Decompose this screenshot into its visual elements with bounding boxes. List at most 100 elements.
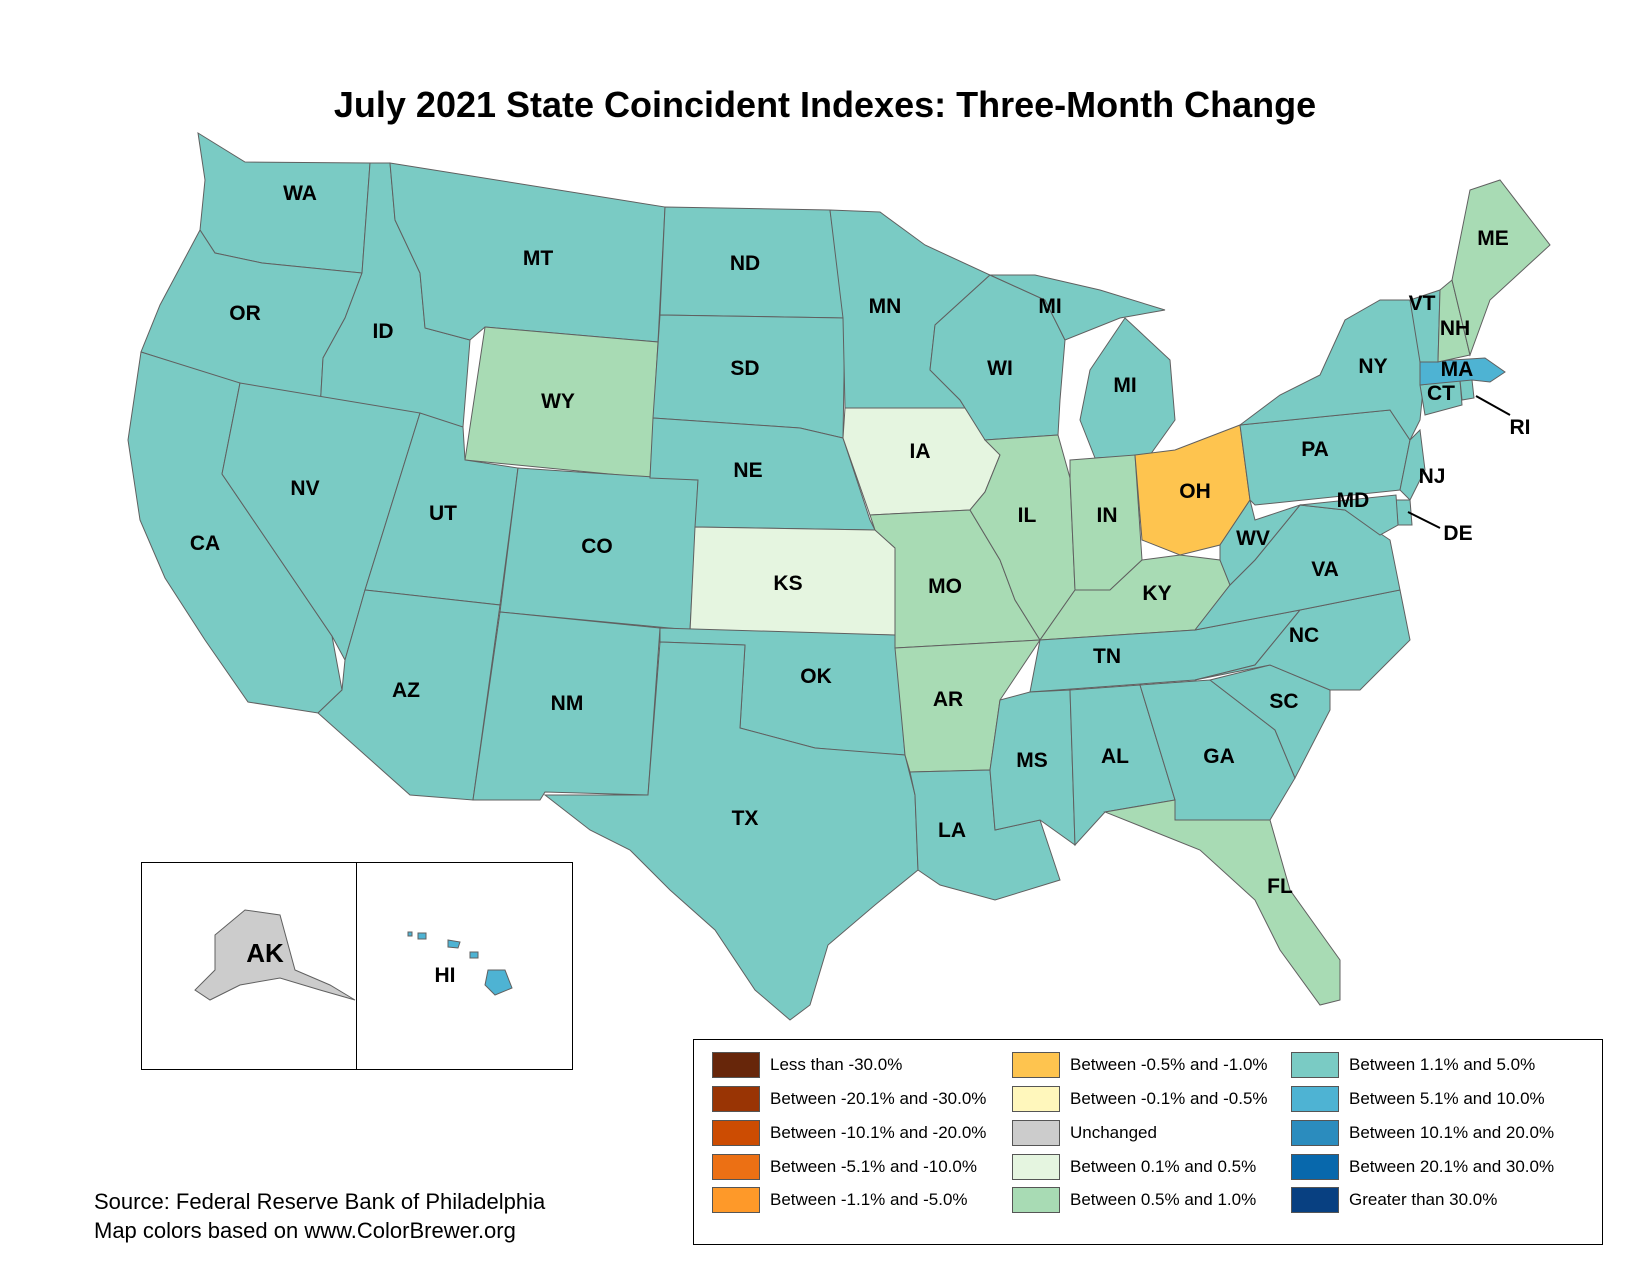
label-wv: WV bbox=[1236, 527, 1270, 550]
label-mi-lower: MI bbox=[1113, 374, 1136, 397]
legend-swatch bbox=[1012, 1154, 1060, 1180]
state-md[interactable] bbox=[1299, 494, 1399, 536]
state-ak[interactable] bbox=[194, 909, 356, 1001]
legend-item: Unchanged bbox=[1012, 1120, 1157, 1146]
legend-label: Between -20.1% and -30.0% bbox=[770, 1089, 987, 1108]
state-mi-lower[interactable] bbox=[1079, 317, 1176, 459]
label-fl: FL bbox=[1267, 875, 1293, 898]
label-wi: WI bbox=[987, 357, 1013, 380]
legend: Less than -30.0% Between -20.1% and -30.0… bbox=[693, 1039, 1603, 1245]
state-nc[interactable] bbox=[1194, 589, 1411, 691]
label-ky: KY bbox=[1142, 582, 1171, 605]
label-mo: MO bbox=[928, 575, 962, 598]
legend-swatch bbox=[1291, 1120, 1339, 1146]
label-al: AL bbox=[1101, 745, 1129, 768]
legend-item: Between -1.1% and -5.0% bbox=[712, 1187, 968, 1213]
legend-item: Between 5.1% and 10.0% bbox=[1291, 1086, 1545, 1112]
legend-label: Between -0.5% and -1.0% bbox=[1070, 1055, 1268, 1074]
legend-label: Between 0.1% and 0.5% bbox=[1070, 1157, 1257, 1176]
legend-item: Between 1.1% and 5.0% bbox=[1291, 1052, 1535, 1078]
label-va: VA bbox=[1311, 558, 1339, 581]
label-nd: ND bbox=[730, 252, 760, 275]
label-nj: NJ bbox=[1419, 465, 1446, 488]
label-md: MD bbox=[1337, 489, 1370, 512]
label-me: ME bbox=[1477, 227, 1509, 250]
legend-swatch bbox=[712, 1052, 760, 1078]
state-ma[interactable] bbox=[1419, 357, 1506, 386]
label-az: AZ bbox=[392, 679, 420, 702]
legend-swatch bbox=[1012, 1086, 1060, 1112]
label-sc: SC bbox=[1269, 690, 1298, 713]
state-hi[interactable] bbox=[407, 931, 513, 996]
state-ri[interactable] bbox=[1459, 379, 1475, 401]
label-nc: NC bbox=[1289, 624, 1319, 647]
legend-item: Between 20.1% and 30.0% bbox=[1291, 1154, 1554, 1180]
map-title: July 2021 State Coincident Indexes: Thre… bbox=[333, 84, 1317, 125]
label-la: LA bbox=[938, 819, 966, 842]
legend-swatch bbox=[712, 1154, 760, 1180]
label-ny: NY bbox=[1358, 355, 1387, 378]
label-ca: CA bbox=[190, 532, 220, 555]
label-vt: VT bbox=[1409, 292, 1436, 315]
label-oh: OH bbox=[1179, 480, 1211, 503]
legend-item: Between -10.1% and -20.0% bbox=[712, 1120, 986, 1146]
legend-swatch bbox=[1012, 1052, 1060, 1078]
legend-label: Between -1.1% and -5.0% bbox=[770, 1190, 968, 1209]
legend-item: Between -0.1% and -0.5% bbox=[1012, 1086, 1268, 1112]
legend-label: Unchanged bbox=[1070, 1123, 1157, 1142]
state-fl[interactable] bbox=[1103, 799, 1341, 1006]
label-il: IL bbox=[1018, 504, 1037, 527]
legend-item: Between -20.1% and -30.0% bbox=[712, 1086, 986, 1112]
legend-item: Between 0.5% and 1.0% bbox=[1012, 1187, 1256, 1213]
label-tx: TX bbox=[732, 807, 759, 830]
legend-label: Between 20.1% and 30.0% bbox=[1349, 1157, 1555, 1176]
state-tx[interactable] bbox=[543, 641, 919, 1021]
label-co: CO bbox=[581, 535, 613, 558]
legend-swatch bbox=[1291, 1086, 1339, 1112]
label-nv: NV bbox=[290, 477, 319, 500]
legend-label: Between -0.1% and -0.5% bbox=[1070, 1089, 1268, 1108]
label-ms: MS bbox=[1016, 749, 1048, 772]
legend-swatch bbox=[1012, 1187, 1060, 1213]
state-az[interactable] bbox=[317, 589, 501, 801]
source-note: Source: Federal Reserve Bank of Philadel… bbox=[94, 1187, 545, 1245]
label-de: DE bbox=[1443, 522, 1472, 545]
state-wv[interactable] bbox=[1219, 498, 1302, 586]
legend-label: Between 0.5% and 1.0% bbox=[1070, 1190, 1257, 1209]
state-il[interactable] bbox=[969, 434, 1076, 641]
colorbrewer-line: Map colors based on www.ColorBrewer.org bbox=[94, 1218, 516, 1243]
legend-item: Less than -30.0% bbox=[712, 1052, 902, 1078]
legend-label: Greater than 30.0% bbox=[1349, 1190, 1498, 1209]
legend-item: Between 0.1% and 0.5% bbox=[1012, 1154, 1256, 1180]
label-tn: TN bbox=[1093, 645, 1121, 668]
label-ak: AK bbox=[246, 938, 284, 968]
hawaii-inset bbox=[356, 862, 573, 1070]
label-in: IN bbox=[1097, 504, 1118, 527]
label-nh: NH bbox=[1440, 317, 1470, 340]
label-wy: WY bbox=[541, 390, 575, 413]
legend-swatch bbox=[712, 1086, 760, 1112]
state-me[interactable] bbox=[1451, 179, 1551, 357]
label-pa: PA bbox=[1301, 438, 1329, 461]
label-ia: IA bbox=[910, 440, 931, 463]
label-ne: NE bbox=[733, 459, 762, 482]
state-nj[interactable] bbox=[1399, 428, 1426, 501]
state-mi-upper[interactable] bbox=[989, 274, 1166, 341]
legend-label: Less than -30.0% bbox=[770, 1055, 903, 1074]
legend-swatch bbox=[712, 1120, 760, 1146]
label-hi: HI bbox=[435, 964, 456, 987]
legend-swatch bbox=[1291, 1187, 1339, 1213]
label-ri: RI bbox=[1510, 416, 1531, 439]
label-mi-upper: MI bbox=[1038, 295, 1061, 318]
legend-label: Between -5.1% and -10.0% bbox=[770, 1157, 977, 1176]
label-id: ID bbox=[373, 320, 394, 343]
de-leader-line bbox=[1407, 511, 1441, 529]
legend-item: Between -5.1% and -10.0% bbox=[712, 1154, 977, 1180]
label-nm: NM bbox=[551, 692, 584, 715]
label-sd: SD bbox=[730, 357, 759, 380]
label-ut: UT bbox=[429, 502, 457, 525]
legend-label: Between -10.1% and -20.0% bbox=[770, 1123, 987, 1142]
label-ct: CT bbox=[1427, 382, 1455, 405]
legend-swatch bbox=[1291, 1154, 1339, 1180]
